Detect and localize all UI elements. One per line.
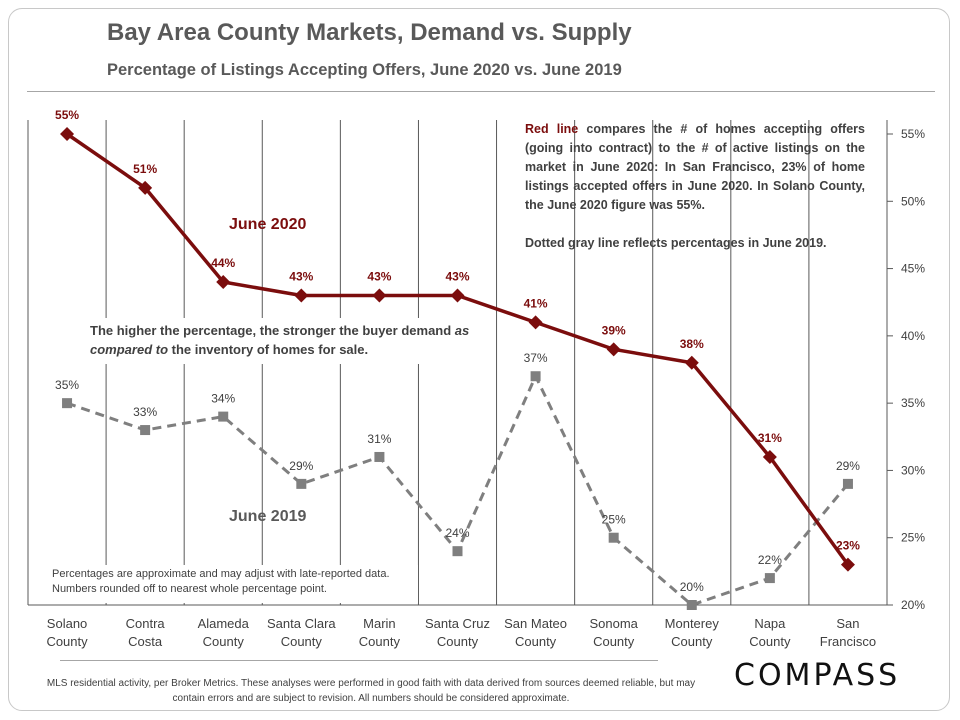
data-label-june-2019: 29% [836, 459, 860, 473]
data-point-june-2020 [216, 275, 231, 290]
red-line-text: compares the # of homes accepting offers… [525, 122, 865, 212]
y-tick-label: 45% [901, 262, 925, 276]
demand-note-b: as compared to [90, 323, 470, 357]
data-point-june-2019 [218, 411, 229, 422]
data-point-june-2020 [138, 180, 153, 195]
x-tick-label: County [46, 634, 88, 649]
title-divider [27, 91, 935, 92]
data-point-june-2020 [372, 288, 387, 303]
x-tick-label: County [281, 634, 323, 649]
data-label-june-2019: 31% [367, 432, 391, 446]
data-label-june-2020: 55% [55, 108, 79, 122]
data-point-june-2020 [840, 557, 855, 572]
demand-note-c: the inventory of homes for sale. [168, 342, 369, 357]
x-tick-label: County [203, 634, 245, 649]
data-label-june-2020: 39% [602, 323, 626, 337]
data-point-june-2019 [608, 532, 619, 543]
data-point-june-2020 [684, 355, 699, 370]
x-tick-label: San Mateo [504, 616, 567, 631]
y-tick-label: 25% [901, 531, 925, 545]
data-label-june-2019: 33% [133, 405, 157, 419]
data-point-june-2020 [762, 449, 777, 464]
data-point-june-2019 [62, 398, 73, 409]
x-tick-label: Solano [47, 616, 87, 631]
series-label-june-2019: June 2019 [229, 508, 307, 525]
data-point-june-2020 [606, 342, 621, 357]
data-point-june-2020 [528, 315, 543, 330]
y-tick-label: 20% [901, 598, 925, 612]
data-point-june-2019 [842, 478, 853, 489]
x-tick-label: County [671, 634, 713, 649]
data-point-june-2019 [530, 371, 541, 382]
x-tick-label: Contra [126, 616, 166, 631]
y-tick-label: 30% [901, 463, 925, 477]
data-label-june-2019: 24% [445, 526, 469, 540]
red-line-note: Red line compares the # of homes accepti… [525, 120, 865, 253]
data-label-june-2019: 22% [758, 553, 782, 567]
data-label-june-2019: 29% [289, 459, 313, 473]
data-label-june-2020: 31% [758, 431, 782, 445]
data-label-june-2020: 43% [289, 269, 313, 283]
y-tick-label: 40% [901, 329, 925, 343]
x-tick-label: County [515, 634, 557, 649]
data-point-june-2019 [764, 573, 775, 584]
chart-subtitle: Percentage of Listings Accepting Offers,… [107, 61, 622, 79]
data-label-june-2019: 35% [55, 378, 79, 392]
data-point-june-2020 [294, 288, 309, 303]
x-tick-label: San [836, 616, 859, 631]
x-tick-label: Alameda [198, 616, 250, 631]
chart-title: Bay Area County Markets, Demand vs. Supp… [107, 19, 632, 46]
data-point-june-2019 [374, 451, 385, 462]
data-label-june-2020: 38% [680, 337, 704, 351]
gray-line-note: Dotted gray line reflects percentages in… [525, 236, 827, 250]
approximation-note: Percentages are approximate and may adju… [46, 565, 418, 603]
data-point-june-2019 [686, 600, 697, 610]
red-line-lead: Red line [525, 122, 579, 136]
data-label-june-2020: 43% [367, 269, 391, 283]
x-tick-label: Sonoma [589, 616, 638, 631]
data-label-june-2019: 37% [524, 351, 548, 365]
footer-divider [60, 660, 658, 661]
y-tick-label: 55% [901, 127, 925, 141]
data-label-june-2019: 34% [211, 392, 235, 406]
data-label-june-2020: 23% [836, 539, 860, 553]
demand-note-a: The higher the percentage, the stronger … [90, 323, 455, 338]
data-label-june-2019: 20% [680, 580, 704, 594]
x-tick-label: Francisco [820, 634, 876, 649]
data-point-june-2019 [296, 478, 307, 489]
x-tick-label: Napa [754, 616, 786, 631]
x-tick-label: Costa [128, 634, 163, 649]
data-label-june-2020: 51% [133, 162, 157, 176]
y-tick-label: 35% [901, 396, 925, 410]
data-point-june-2020 [60, 127, 75, 141]
x-tick-label: County [593, 634, 635, 649]
x-tick-label: County [359, 634, 401, 649]
data-label-june-2019: 25% [602, 513, 626, 527]
data-label-june-2020: 41% [524, 296, 548, 310]
x-tick-label: County [437, 634, 479, 649]
x-tick-label: Monterey [665, 616, 720, 631]
y-tick-label: 50% [901, 194, 925, 208]
source-footnote: MLS residential activity, per Broker Met… [46, 678, 696, 704]
data-label-june-2020: 44% [211, 256, 235, 270]
series-label-june-2020: June 2020 [229, 216, 307, 233]
data-point-june-2019 [140, 425, 151, 436]
demand-note: The higher the percentage, the stronger … [82, 318, 484, 364]
chart-frame [8, 8, 950, 711]
x-tick-label: Marin [363, 616, 396, 631]
x-tick-label: Santa Cruz [425, 616, 490, 631]
data-label-june-2020: 43% [445, 269, 469, 283]
data-point-june-2020 [450, 288, 465, 303]
x-tick-label: County [749, 634, 791, 649]
data-point-june-2019 [452, 546, 463, 557]
compass-logo: COMPASS [734, 658, 901, 693]
x-tick-label: Santa Clara [267, 616, 336, 631]
